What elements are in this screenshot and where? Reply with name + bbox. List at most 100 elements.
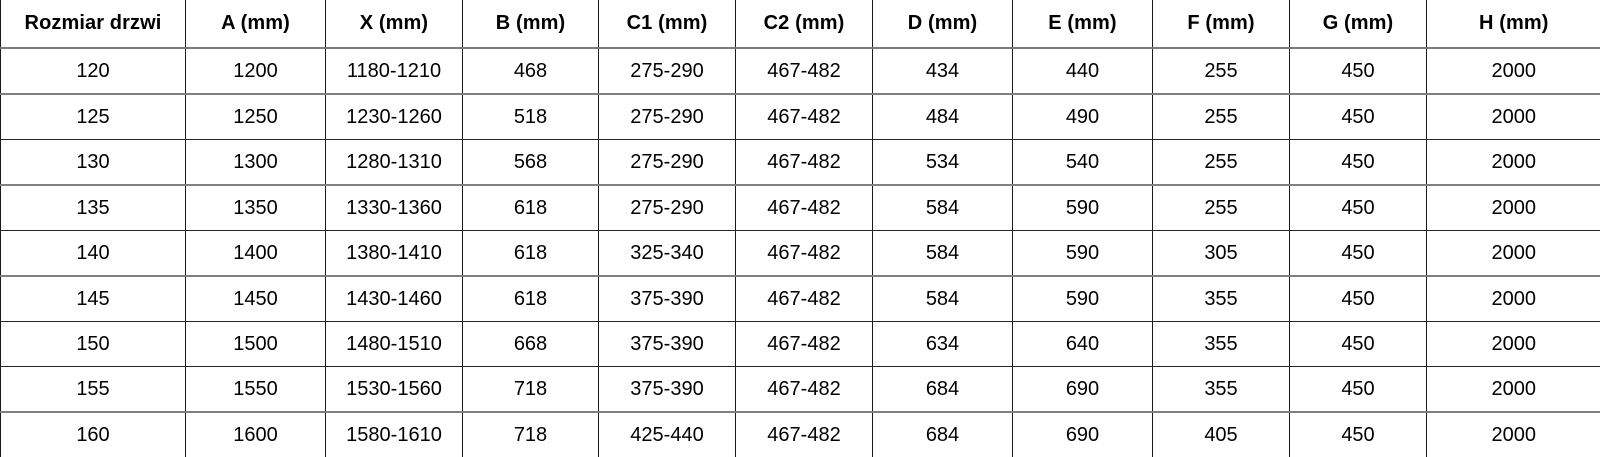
column-header-c2: C2 (mm) <box>736 0 873 48</box>
cell-a: 1550 <box>186 367 326 413</box>
cell-h: 2000 <box>1427 185 1600 231</box>
cell-c2: 467-482 <box>736 185 873 231</box>
cell-g: 450 <box>1290 367 1427 413</box>
cell-d: 484 <box>873 94 1013 140</box>
table-body: 120 1200 1180-1210 468 275-290 467-482 4… <box>1 48 1600 457</box>
table-row: 125 1250 1230-1260 518 275-290 467-482 4… <box>1 94 1600 140</box>
cell-c1: 275-290 <box>599 94 736 140</box>
cell-f: 355 <box>1153 367 1290 413</box>
cell-g: 450 <box>1290 94 1427 140</box>
cell-c1: 275-290 <box>599 185 736 231</box>
cell-x: 1480-1510 <box>326 322 463 367</box>
column-header-x: X (mm) <box>326 0 463 48</box>
cell-rozmiar-drzwi: 120 <box>1 48 186 94</box>
cell-e: 690 <box>1013 367 1153 413</box>
cell-b: 618 <box>463 231 599 277</box>
column-header-a: A (mm) <box>186 0 326 48</box>
header-row: Rozmiar drzwi A (mm) X (mm) B (mm) C1 (m… <box>1 0 1600 48</box>
cell-c1: 325-340 <box>599 231 736 277</box>
cell-a: 1400 <box>186 231 326 277</box>
table-row: 120 1200 1180-1210 468 275-290 467-482 4… <box>1 48 1600 94</box>
cell-c2: 467-482 <box>736 276 873 322</box>
cell-e: 490 <box>1013 94 1153 140</box>
cell-x: 1230-1260 <box>326 94 463 140</box>
cell-h: 2000 <box>1427 48 1600 94</box>
column-header-h: H (mm) <box>1427 0 1600 48</box>
cell-c2: 467-482 <box>736 367 873 413</box>
column-header-d: D (mm) <box>873 0 1013 48</box>
cell-b: 668 <box>463 322 599 367</box>
cell-c1: 275-290 <box>599 48 736 94</box>
cell-e: 690 <box>1013 412 1153 457</box>
cell-g: 450 <box>1290 231 1427 277</box>
cell-b: 518 <box>463 94 599 140</box>
cell-x: 1380-1410 <box>326 231 463 277</box>
cell-rozmiar-drzwi: 155 <box>1 367 186 413</box>
cell-c1: 375-390 <box>599 367 736 413</box>
cell-g: 450 <box>1290 322 1427 367</box>
cell-rozmiar-drzwi: 135 <box>1 185 186 231</box>
cell-f: 255 <box>1153 48 1290 94</box>
cell-h: 2000 <box>1427 367 1600 413</box>
cell-f: 305 <box>1153 231 1290 277</box>
cell-c2: 467-482 <box>736 48 873 94</box>
cell-c1: 275-290 <box>599 140 736 186</box>
cell-d: 434 <box>873 48 1013 94</box>
cell-x: 1430-1460 <box>326 276 463 322</box>
cell-x: 1180-1210 <box>326 48 463 94</box>
cell-d: 534 <box>873 140 1013 186</box>
column-header-c1: C1 (mm) <box>599 0 736 48</box>
table-row: 130 1300 1280-1310 568 275-290 467-482 5… <box>1 140 1600 186</box>
cell-a: 1200 <box>186 48 326 94</box>
cell-b: 568 <box>463 140 599 186</box>
cell-rozmiar-drzwi: 140 <box>1 231 186 277</box>
cell-b: 618 <box>463 276 599 322</box>
cell-c2: 467-482 <box>736 94 873 140</box>
cell-b: 468 <box>463 48 599 94</box>
cell-x: 1530-1560 <box>326 367 463 413</box>
cell-x: 1330-1360 <box>326 185 463 231</box>
cell-c1: 375-390 <box>599 276 736 322</box>
cell-f: 255 <box>1153 185 1290 231</box>
cell-d: 584 <box>873 231 1013 277</box>
cell-x: 1580-1610 <box>326 412 463 457</box>
cell-a: 1500 <box>186 322 326 367</box>
table-row: 140 1400 1380-1410 618 325-340 467-482 5… <box>1 231 1600 277</box>
cell-f: 255 <box>1153 94 1290 140</box>
cell-h: 2000 <box>1427 276 1600 322</box>
cell-a: 1450 <box>186 276 326 322</box>
column-header-e: E (mm) <box>1013 0 1153 48</box>
cell-b: 618 <box>463 185 599 231</box>
table-row: 150 1500 1480-1510 668 375-390 467-482 6… <box>1 322 1600 367</box>
cell-c2: 467-482 <box>736 140 873 186</box>
cell-h: 2000 <box>1427 412 1600 457</box>
cell-e: 640 <box>1013 322 1153 367</box>
cell-a: 1600 <box>186 412 326 457</box>
table-header: Rozmiar drzwi A (mm) X (mm) B (mm) C1 (m… <box>1 0 1600 48</box>
table-row: 135 1350 1330-1360 618 275-290 467-482 5… <box>1 185 1600 231</box>
cell-g: 450 <box>1290 140 1427 186</box>
cell-c2: 467-482 <box>736 412 873 457</box>
cell-c1: 375-390 <box>599 322 736 367</box>
cell-g: 450 <box>1290 276 1427 322</box>
cell-e: 590 <box>1013 276 1153 322</box>
cell-e: 540 <box>1013 140 1153 186</box>
cell-rozmiar-drzwi: 160 <box>1 412 186 457</box>
cell-x: 1280-1310 <box>326 140 463 186</box>
cell-f: 355 <box>1153 322 1290 367</box>
cell-c2: 467-482 <box>736 231 873 277</box>
cell-f: 255 <box>1153 140 1290 186</box>
cell-rozmiar-drzwi: 150 <box>1 322 186 367</box>
cell-d: 584 <box>873 185 1013 231</box>
cell-c1: 425-440 <box>599 412 736 457</box>
cell-h: 2000 <box>1427 322 1600 367</box>
cell-b: 718 <box>463 412 599 457</box>
cell-d: 684 <box>873 412 1013 457</box>
cell-b: 718 <box>463 367 599 413</box>
cell-rozmiar-drzwi: 125 <box>1 94 186 140</box>
cell-h: 2000 <box>1427 231 1600 277</box>
cell-d: 684 <box>873 367 1013 413</box>
cell-rozmiar-drzwi: 145 <box>1 276 186 322</box>
column-header-b: B (mm) <box>463 0 599 48</box>
